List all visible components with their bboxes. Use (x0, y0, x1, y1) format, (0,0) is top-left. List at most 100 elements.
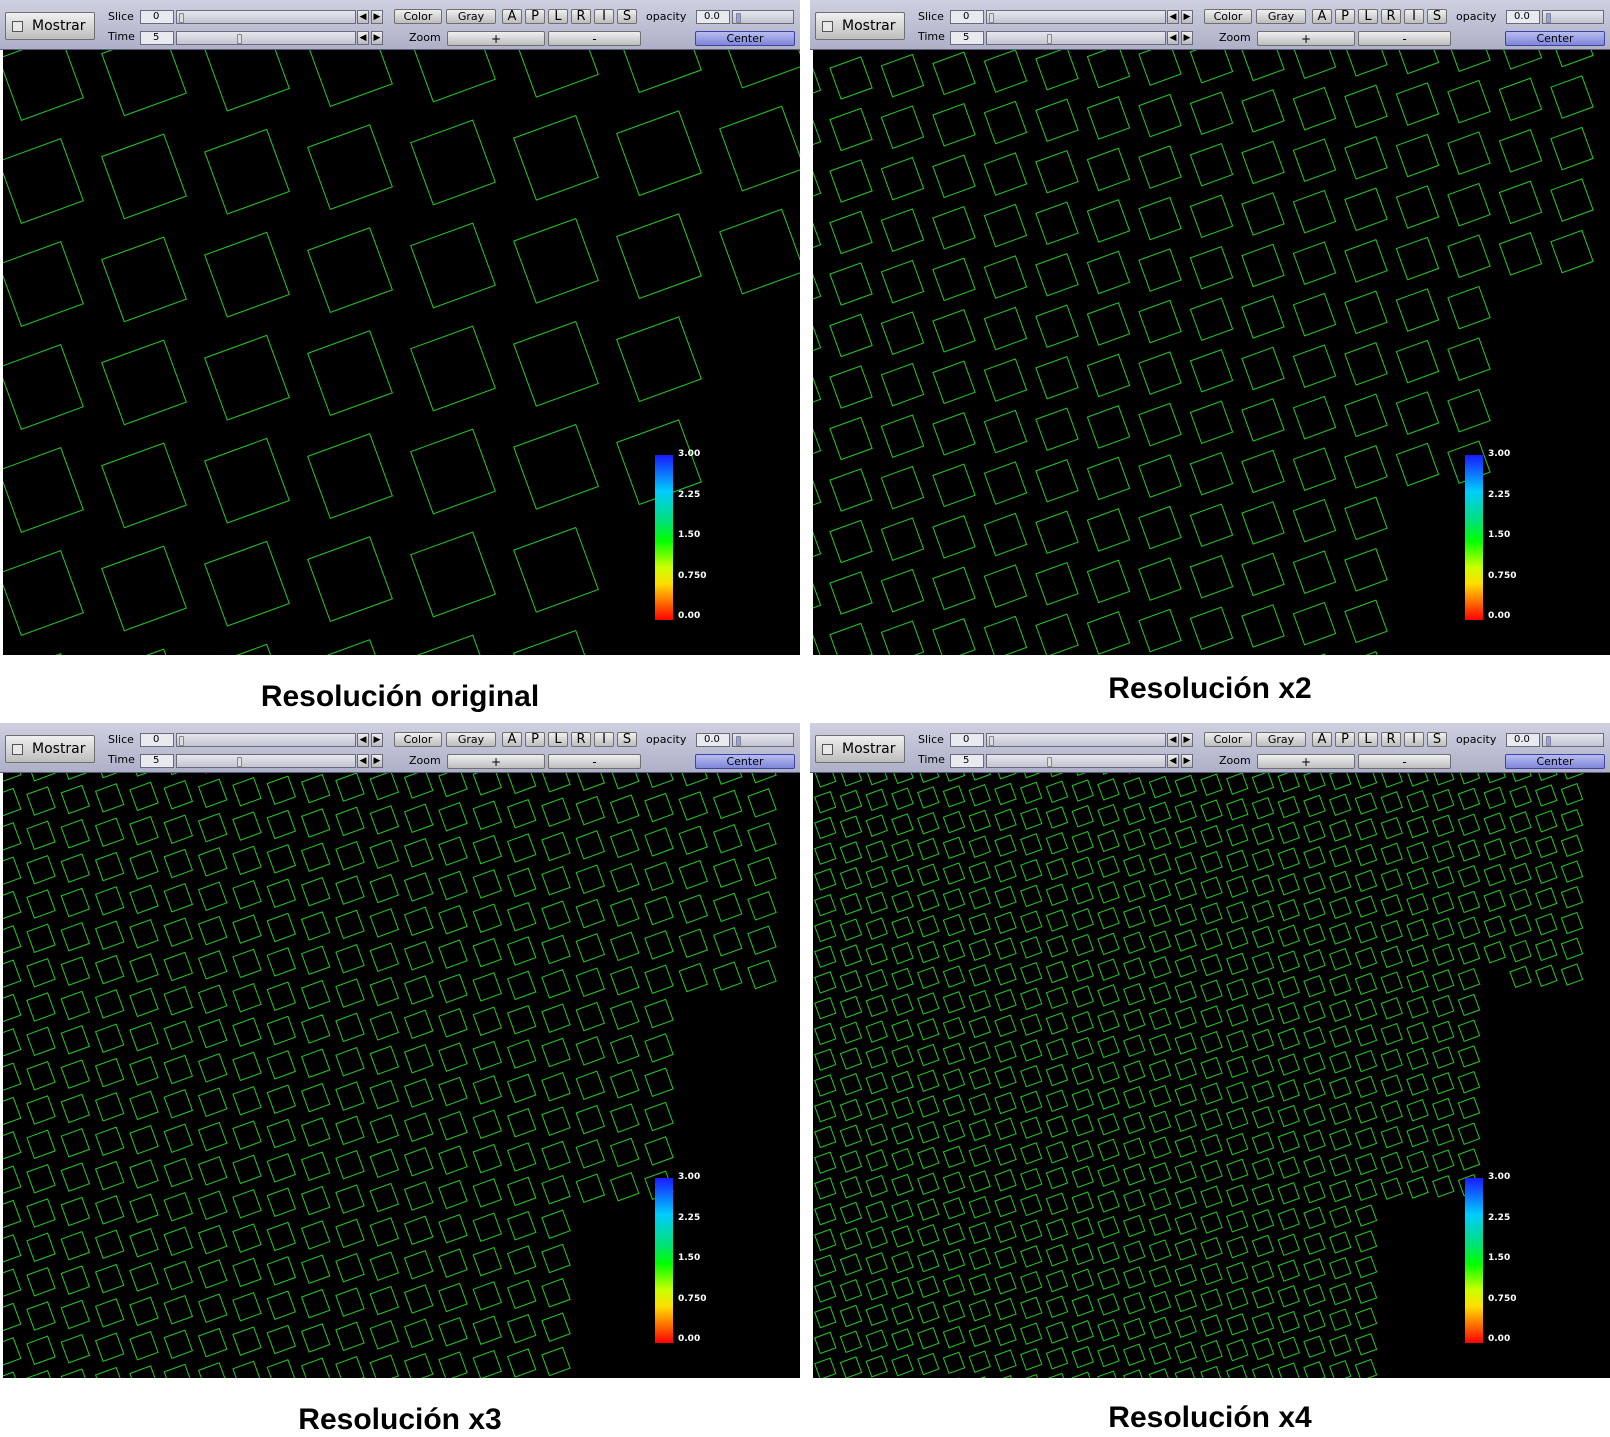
gray-button[interactable]: Gray (446, 732, 496, 747)
view-button-l[interactable]: L (548, 732, 568, 747)
zoom-out-button[interactable]: - (1358, 31, 1451, 46)
view-button-r[interactable]: R (1381, 9, 1401, 24)
time-slider[interactable] (176, 754, 356, 768)
view-button-p[interactable]: P (525, 732, 545, 747)
mostrar-button[interactable]: Mostrar (815, 12, 905, 40)
opacity-slider-thumb[interactable] (1546, 736, 1551, 746)
view-button-a[interactable]: A (502, 9, 522, 24)
time-slider-thumb[interactable] (1047, 757, 1052, 767)
time-slider-thumb[interactable] (1047, 34, 1052, 44)
slice-input[interactable]: 0 (140, 10, 174, 24)
opacity-slider[interactable] (732, 733, 794, 747)
opacity-input[interactable]: 0.0 (696, 733, 730, 747)
opacity-slider-thumb[interactable] (1546, 13, 1551, 23)
opacity-input[interactable]: 0.0 (1506, 10, 1540, 24)
center-button[interactable]: Center (1505, 31, 1605, 46)
opacity-slider-thumb[interactable] (736, 736, 741, 746)
time-next-arrow-icon[interactable]: ▶ (1181, 754, 1193, 768)
view-button-s[interactable]: S (617, 9, 637, 24)
slice-input[interactable]: 0 (950, 733, 984, 747)
mostrar-checkbox[interactable] (12, 744, 23, 755)
mostrar-button[interactable]: Mostrar (5, 735, 95, 763)
mostrar-button[interactable]: Mostrar (5, 12, 95, 40)
color-button[interactable]: Color (394, 9, 442, 24)
view-button-i[interactable]: I (1404, 732, 1424, 747)
time-next-arrow-icon[interactable]: ▶ (1181, 31, 1193, 45)
slice-slider-thumb[interactable] (989, 13, 994, 23)
slice-slider[interactable] (986, 10, 1166, 24)
time-input[interactable]: 5 (950, 754, 984, 768)
zoom-in-button[interactable]: + (1257, 754, 1355, 769)
time-prev-arrow-icon[interactable]: ◀ (1167, 31, 1179, 45)
slice-prev-arrow-icon[interactable]: ◀ (1167, 10, 1179, 24)
view-button-r[interactable]: R (571, 732, 591, 747)
opacity-input[interactable]: 0.0 (696, 10, 730, 24)
view-button-a[interactable]: A (1312, 732, 1332, 747)
center-button[interactable]: Center (1505, 754, 1605, 769)
zoom-out-button[interactable]: - (1358, 754, 1451, 769)
gray-button[interactable]: Gray (1256, 9, 1306, 24)
center-button[interactable]: Center (695, 754, 795, 769)
view-button-a[interactable]: A (502, 732, 522, 747)
time-next-arrow-icon[interactable]: ▶ (371, 754, 383, 768)
opacity-slider[interactable] (732, 10, 794, 24)
zoom-in-button[interactable]: + (447, 754, 545, 769)
opacity-slider[interactable] (1542, 10, 1604, 24)
view-button-l[interactable]: L (1358, 9, 1378, 24)
slice-slider[interactable] (176, 733, 356, 747)
view-button-p[interactable]: P (1335, 732, 1355, 747)
slice-prev-arrow-icon[interactable]: ◀ (357, 10, 369, 24)
view-button-s[interactable]: S (1427, 732, 1447, 747)
time-slider[interactable] (176, 31, 356, 45)
time-input[interactable]: 5 (140, 754, 174, 768)
time-prev-arrow-icon[interactable]: ◀ (1167, 754, 1179, 768)
gray-button[interactable]: Gray (1256, 732, 1306, 747)
view-button-r[interactable]: R (1381, 732, 1401, 747)
slice-slider-thumb[interactable] (989, 736, 994, 746)
mostrar-button[interactable]: Mostrar (815, 735, 905, 763)
view-button-s[interactable]: S (617, 732, 637, 747)
zoom-in-button[interactable]: + (447, 31, 545, 46)
opacity-slider-thumb[interactable] (736, 13, 741, 23)
view-button-i[interactable]: I (594, 9, 614, 24)
time-prev-arrow-icon[interactable]: ◀ (357, 754, 369, 768)
slice-prev-arrow-icon[interactable]: ◀ (357, 733, 369, 747)
time-prev-arrow-icon[interactable]: ◀ (357, 31, 369, 45)
time-slider-thumb[interactable] (237, 34, 242, 44)
time-next-arrow-icon[interactable]: ▶ (371, 31, 383, 45)
slice-input[interactable]: 0 (950, 10, 984, 24)
color-button[interactable]: Color (1204, 9, 1252, 24)
zoom-out-button[interactable]: - (548, 754, 641, 769)
opacity-input[interactable]: 0.0 (1506, 733, 1540, 747)
slice-input[interactable]: 0 (140, 733, 174, 747)
view-button-a[interactable]: A (1312, 9, 1332, 24)
slice-prev-arrow-icon[interactable]: ◀ (1167, 733, 1179, 747)
slice-slider[interactable] (176, 10, 356, 24)
time-slider[interactable] (986, 31, 1166, 45)
view-button-s[interactable]: S (1427, 9, 1447, 24)
time-slider[interactable] (986, 754, 1166, 768)
slice-next-arrow-icon[interactable]: ▶ (371, 10, 383, 24)
time-input[interactable]: 5 (950, 31, 984, 45)
zoom-out-button[interactable]: - (548, 31, 641, 46)
view-button-r[interactable]: R (571, 9, 591, 24)
slice-next-arrow-icon[interactable]: ▶ (1181, 733, 1193, 747)
view-button-i[interactable]: I (594, 732, 614, 747)
color-button[interactable]: Color (394, 732, 442, 747)
mostrar-checkbox[interactable] (822, 21, 833, 32)
slice-slider-thumb[interactable] (179, 736, 184, 746)
view-button-p[interactable]: P (525, 9, 545, 24)
slice-slider-thumb[interactable] (179, 13, 184, 23)
color-button[interactable]: Color (1204, 732, 1252, 747)
slice-next-arrow-icon[interactable]: ▶ (371, 733, 383, 747)
mostrar-checkbox[interactable] (822, 744, 833, 755)
slice-next-arrow-icon[interactable]: ▶ (1181, 10, 1193, 24)
zoom-in-button[interactable]: + (1257, 31, 1355, 46)
view-button-i[interactable]: I (1404, 9, 1424, 24)
time-slider-thumb[interactable] (237, 757, 242, 767)
view-button-l[interactable]: L (548, 9, 568, 24)
